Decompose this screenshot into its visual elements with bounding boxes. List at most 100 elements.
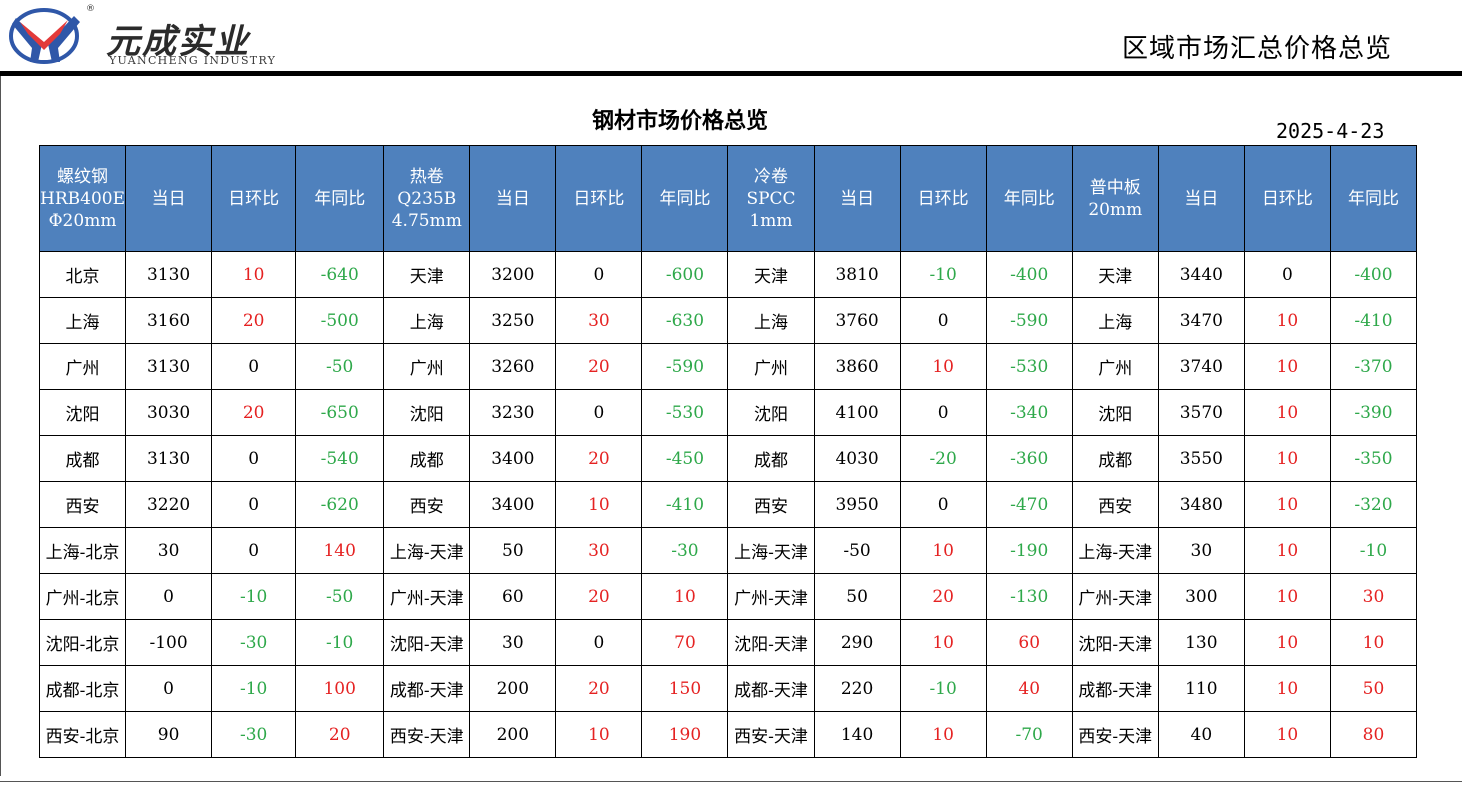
price-cell: 3400 [469,481,557,528]
daily-change-cell: 0 [211,435,297,482]
metric-header: 当日 [469,145,557,252]
yearly-change-cell: -350 [1329,435,1418,482]
price-cell: 140 [813,711,901,758]
daily-change-cell: 0 [899,481,987,528]
daily-change-cell: 10 [899,343,987,390]
daily-change-cell: 0 [899,389,987,436]
price-cell: 60 [469,573,557,620]
yearly-change-cell: -190 [985,527,1073,574]
region-cell: 西安 [383,481,471,528]
table-row: 成都-北京 0 -10 100 成都-天津 200 20 150 成都-天津 220 -10 40 成都… [38,665,1418,712]
product-header-line: Φ20mm [48,210,117,231]
yearly-change-cell: -600 [641,251,729,298]
region-cell: 沈阳-北京 [38,619,127,666]
region-cell: 天津 [727,251,815,298]
region-cell: 上海 [727,297,815,344]
region-cell: 沈阳 [383,389,471,436]
yearly-change-cell: -630 [641,297,729,344]
metric-header: 年同比 [985,145,1073,252]
region-cell: 成都-天津 [383,665,471,712]
yearly-change-cell: -640 [295,251,385,298]
region-cell: 上海 [383,297,471,344]
yearly-change-cell: 100 [295,665,385,712]
yearly-change-cell: -50 [295,343,385,390]
daily-change-cell: 10 [899,527,987,574]
price-cell: 200 [469,711,557,758]
metric-header: 日环比 [555,145,643,252]
yearly-change-cell: -410 [1329,297,1418,344]
footer-divider [0,781,1462,782]
product-header-line: 螺纹钢 [57,166,109,187]
product-header: 螺纹钢 HRB400E Φ20mm [38,145,127,252]
yearly-change-cell: -10 [1329,527,1418,574]
product-header: 热卷 Q235B 4.75mm [383,145,471,252]
price-cell: 40 [1157,711,1245,758]
price-cell: 200 [469,665,557,712]
daily-change-cell: -10 [899,665,987,712]
yearly-change-cell: -590 [641,343,729,390]
daily-change-cell: 0 [899,297,987,344]
region-cell: 西安-天津 [383,711,471,758]
yearly-change-cell: -530 [641,389,729,436]
table-header: 螺纹钢 HRB400E Φ20mm 当日 日环比 年同比 热卷 Q235B 4.75mm 当日 日环… [38,145,1418,252]
daily-change-cell: 0 [555,389,643,436]
price-cell: 3130 [125,343,213,390]
daily-change-cell: -30 [211,711,297,758]
region-cell: 沈阳-天津 [727,619,815,666]
daily-change-cell: 10 [1243,435,1331,482]
table-body: 北京 3130 10 -640 天津 3200 0 -600 天津 3810 -10 -400 天津 34… [38,251,1418,758]
daily-change-cell: 0 [211,481,297,528]
region-cell: 成都 [383,435,471,482]
region-cell: 西安-北京 [38,711,127,758]
yearly-change-cell: -390 [1329,389,1418,436]
daily-change-cell: -30 [211,619,297,666]
document-title: 钢材市场价格总览 [592,109,769,134]
price-cell: 3480 [1157,481,1245,528]
price-cell: 50 [469,527,557,574]
price-cell: 30 [125,527,213,574]
daily-change-cell: 10 [1243,619,1331,666]
logo-text-cn: 元成实业 [106,22,250,62]
yearly-change-cell: -650 [295,389,385,436]
price-cell: 4100 [813,389,901,436]
daily-change-cell: 10 [899,711,987,758]
region-cell: 成都 [38,435,127,482]
yearly-change-cell: 140 [295,527,385,574]
region-cell: 广州-天津 [727,573,815,620]
region-cell: 天津 [383,251,471,298]
daily-change-cell: 20 [555,343,643,390]
table-row: 上海 3160 20 -500 上海 3250 30 -630 上海 3760 0 -590 上海 347… [38,297,1418,344]
region-cell: 广州 [383,343,471,390]
product-header: 普中板 20mm [1071,145,1159,252]
region-cell: 上海 [38,297,127,344]
daily-change-cell: -10 [899,251,987,298]
product-header-line: 普中板 [1089,177,1141,198]
yearly-change-cell: -30 [641,527,729,574]
table-row: 沈阳-北京 -100 -30 -10 沈阳-天津 30 0 70 沈阳-天津 290 10 60 沈阳-… [38,619,1418,666]
price-cell: 3230 [469,389,557,436]
price-cell: 290 [813,619,901,666]
price-cell: 3950 [813,481,901,528]
registered-mark: ® [86,4,95,14]
yearly-change-cell: 70 [641,619,729,666]
product-header-line: HRB400E [40,188,126,209]
yearly-change-cell: 10 [1329,619,1418,666]
metric-header: 日环比 [899,145,987,252]
price-cell: 3470 [1157,297,1245,344]
price-cell: 3570 [1157,389,1245,436]
price-cell: 3860 [813,343,901,390]
price-cell: 3250 [469,297,557,344]
metric-header: 年同比 [295,145,385,252]
region-cell: 沈阳 [727,389,815,436]
daily-change-cell: 10 [555,481,643,528]
table-row: 西安-北京 90 -30 20 西安-天津 200 10 190 西安-天津 140 10 -70 西安… [38,711,1418,758]
price-cell: 3740 [1157,343,1245,390]
price-cell: 110 [1157,665,1245,712]
daily-change-cell: 0 [1243,251,1331,298]
header-divider [0,71,1462,76]
price-cell: 3760 [813,297,901,344]
region-cell: 成都 [1071,435,1159,482]
region-cell: 北京 [38,251,127,298]
daily-change-cell: 10 [1243,343,1331,390]
yearly-change-cell: -530 [985,343,1073,390]
